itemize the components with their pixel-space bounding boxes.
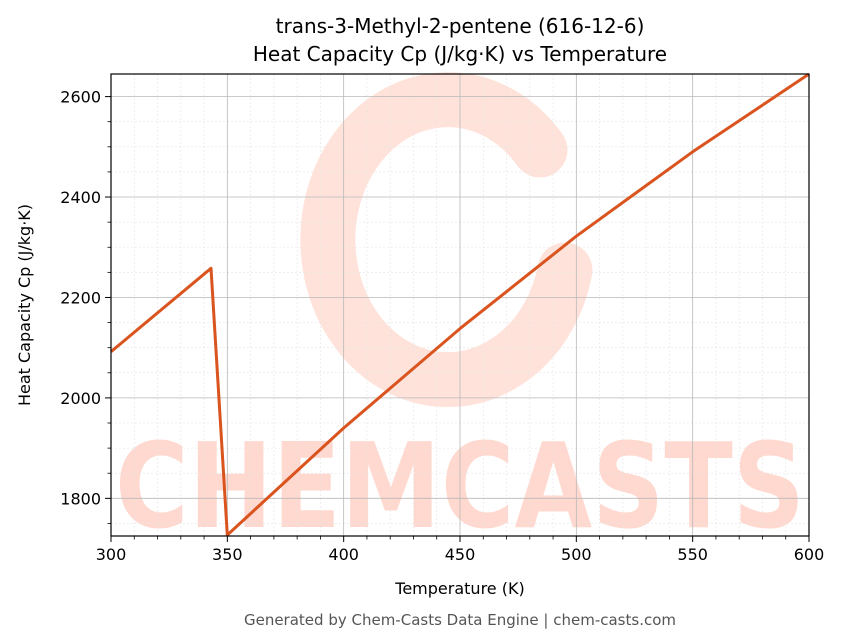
y-tick-label: 2600 <box>60 88 101 107</box>
series-line <box>110 72 810 537</box>
x-tick-label: 450 <box>445 545 476 564</box>
y-axis-label: Heat Capacity Cp (J/kg·K) <box>15 204 34 406</box>
x-tick-label: 550 <box>677 545 708 564</box>
x-tick-label: 600 <box>794 545 825 564</box>
x-axis-label: Temperature (K) <box>394 579 524 598</box>
grid <box>110 74 810 536</box>
y-tick-label: 2200 <box>60 288 101 307</box>
chart-subtitle: Heat Capacity Cp (J/kg·K) vs Temperature <box>253 42 667 66</box>
footer-credit: Generated by Chem-Casts Data Engine | ch… <box>244 611 676 629</box>
y-tick-label: 1800 <box>60 489 101 508</box>
watermark-logo-icon <box>300 72 593 408</box>
chart-title: trans-3-Methyl-2-pentene (616-12-6) <box>276 14 645 38</box>
x-tick-label: 400 <box>328 545 359 564</box>
axis-ticks: 300 350 400 450 500 550 600 1800 2000 2200 2400 260… <box>60 88 824 564</box>
y-tick-label: 2400 <box>60 188 101 207</box>
x-tick-label: 300 <box>96 545 127 564</box>
x-tick-label: 500 <box>561 545 592 564</box>
y-tick-label: 2000 <box>60 389 101 408</box>
plot-area <box>110 72 810 537</box>
x-tick-label: 350 <box>212 545 243 564</box>
